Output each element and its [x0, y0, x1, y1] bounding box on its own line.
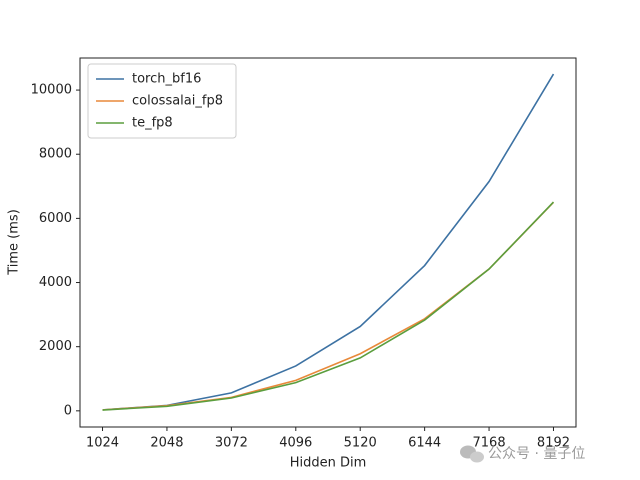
y-tick-label: 4000	[39, 275, 72, 290]
x-tick-label: 6144	[408, 436, 441, 451]
y-tick-label: 8000	[39, 147, 72, 162]
x-tick-label: 2048	[150, 436, 183, 451]
line-series	[102, 201, 555, 411]
legend-label: te_fp8	[132, 116, 173, 131]
line-series	[102, 201, 555, 411]
x-tick-label: 4096	[279, 436, 312, 451]
x-tick-label: 7168	[473, 436, 506, 451]
watermark: 公众号 · 量子位	[488, 446, 585, 462]
watermark-icon	[460, 445, 484, 463]
y-tick-label: 0	[64, 403, 72, 418]
legend-label: torch_bf16	[132, 72, 201, 87]
y-tick-label: 2000	[39, 339, 72, 354]
y-tick-label: 6000	[39, 211, 72, 226]
x-axis-label: Hidden Dim	[290, 456, 367, 471]
y-tick-label: 10000	[31, 83, 72, 98]
line-series	[102, 73, 555, 411]
x-tick-label: 8192	[537, 436, 570, 451]
legend-box	[87, 63, 237, 139]
legend-label: colossalai_fp8	[132, 94, 223, 109]
x-tick-label: 1024	[86, 436, 119, 451]
x-tick-label: 5120	[344, 436, 377, 451]
x-tick-label: 3072	[215, 436, 248, 451]
y-axis-label: Time (ms)	[7, 209, 22, 276]
plot-frame	[79, 57, 577, 428]
